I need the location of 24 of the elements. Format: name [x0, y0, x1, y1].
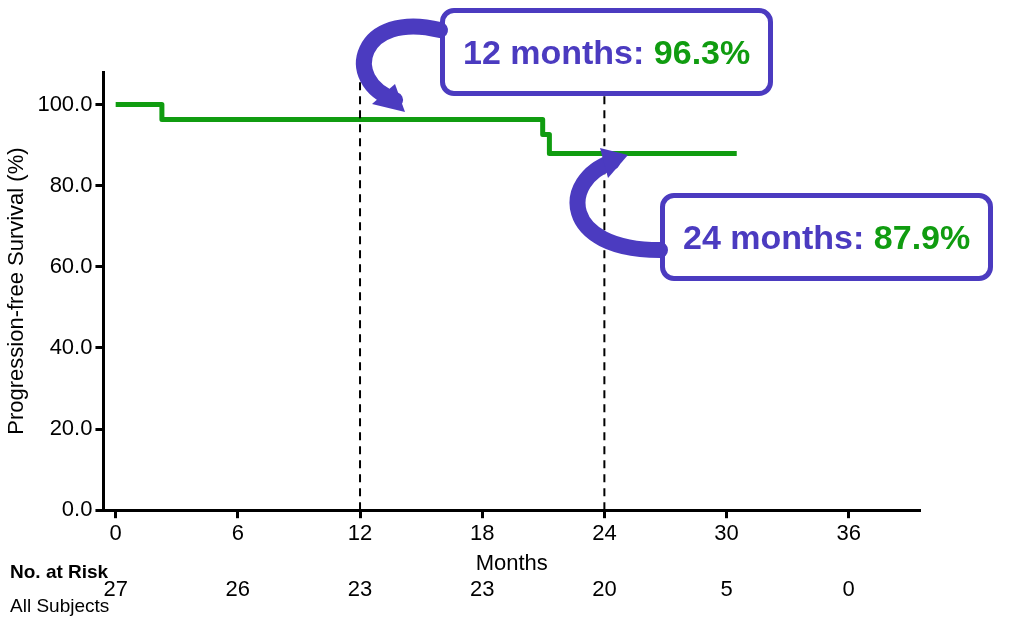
y-tick-label: 20.0 — [49, 415, 93, 441]
text: 20 — [592, 576, 617, 602]
y-axis-title: Progression-free Survival (%) — [3, 147, 29, 435]
y-tick-label: 0.0 — [61, 496, 93, 522]
x-tick-label: 24 — [592, 520, 617, 546]
annotation: 24 months: 87.9% — [683, 218, 971, 256]
x-axis-title: Months — [475, 549, 548, 575]
y-tick-label: 100.0 — [37, 90, 93, 116]
x-tick-label: 18 — [469, 520, 495, 546]
x-tick-label: 12 — [347, 520, 373, 546]
x-tick-label: 36 — [836, 520, 861, 546]
y-tick-label: 60.0 — [49, 252, 93, 278]
text: 26 — [225, 576, 251, 602]
text: 23 — [469, 576, 495, 602]
text: All Subjects — [10, 595, 110, 617]
x-tick-label: 30 — [714, 520, 739, 546]
text: 5 — [720, 576, 733, 602]
y-tick-label: 40.0 — [49, 333, 93, 359]
text: 0 — [842, 576, 855, 602]
text: 12 months: 96.3% — [463, 33, 751, 71]
x-tick-label: 0 — [109, 520, 122, 546]
x-tick-label: 6 — [231, 520, 244, 546]
text: 23 — [347, 576, 373, 602]
y-tick-label: 80.0 — [49, 171, 93, 197]
